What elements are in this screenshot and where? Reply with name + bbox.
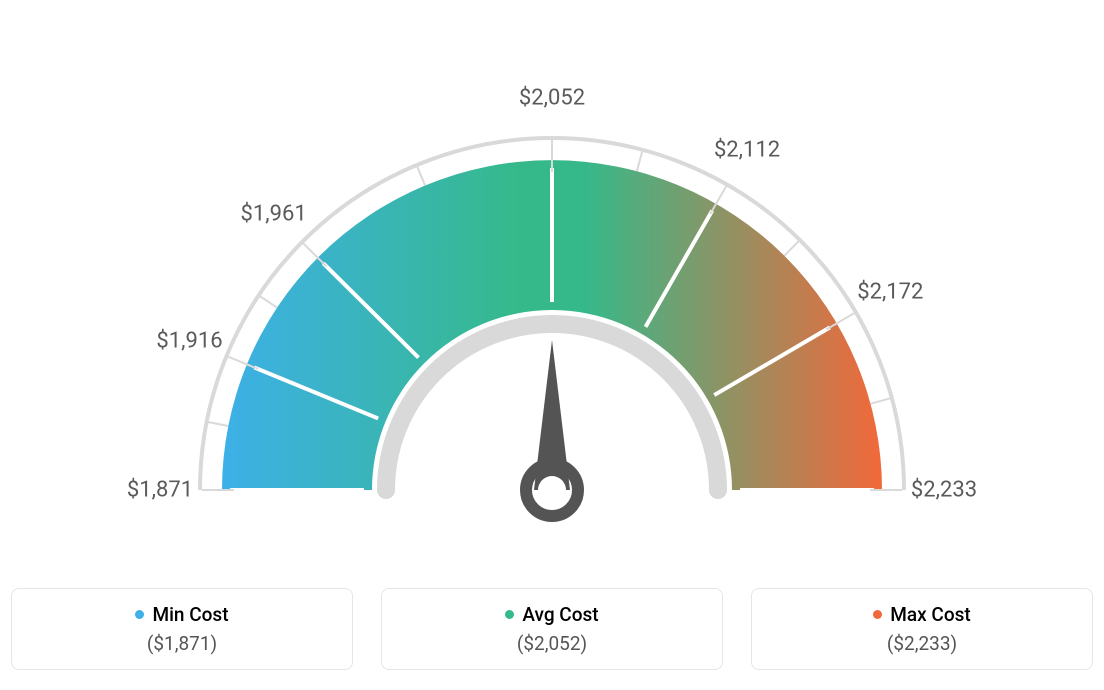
legend-title-max: Max Cost (873, 603, 970, 626)
tick-label: $1,916 (156, 328, 222, 353)
legend-label: Min Cost (152, 603, 228, 626)
tick-label: $2,052 (519, 86, 585, 111)
legend-card-avg: Avg Cost ($2,052) (381, 588, 723, 670)
tick-label: $2,112 (714, 137, 780, 162)
tick-label: $1,961 (241, 202, 307, 227)
needle-hub-inner (538, 476, 566, 504)
legend-label: Avg Cost (522, 603, 598, 626)
dot-icon (505, 610, 514, 619)
gauge-area: $1,871 $1,916 $1,961 $2,052 $2,112 $2,172 $2,2… (0, 0, 1104, 560)
minor-tick (209, 422, 229, 426)
dot-icon (873, 610, 882, 619)
legend-card-max: Max Cost ($2,233) (751, 588, 1093, 670)
legend-row: Min Cost ($1,871) Avg Cost ($2,052) Max … (0, 588, 1104, 670)
tick-label: $2,172 (857, 280, 923, 305)
legend-value: ($1,871) (22, 632, 342, 655)
minor-tick (871, 398, 890, 403)
legend-value: ($2,233) (762, 632, 1082, 655)
minor-tick (417, 167, 425, 185)
legend-card-min: Min Cost ($1,871) (11, 588, 353, 670)
chart-wrap: $1,871 $1,916 $1,961 $2,052 $2,112 $2,172 $2,2… (0, 0, 1104, 690)
legend-title-min: Min Cost (135, 603, 228, 626)
legend-title-avg: Avg Cost (505, 603, 598, 626)
legend-label: Max Cost (890, 603, 970, 626)
tick-label: $1,871 (127, 478, 193, 503)
dot-icon (135, 610, 144, 619)
legend-value: ($2,052) (392, 632, 712, 655)
minor-tick (260, 296, 277, 307)
minor-tick (784, 241, 798, 255)
tick-label: $2,233 (911, 478, 977, 503)
minor-tick (637, 152, 642, 171)
